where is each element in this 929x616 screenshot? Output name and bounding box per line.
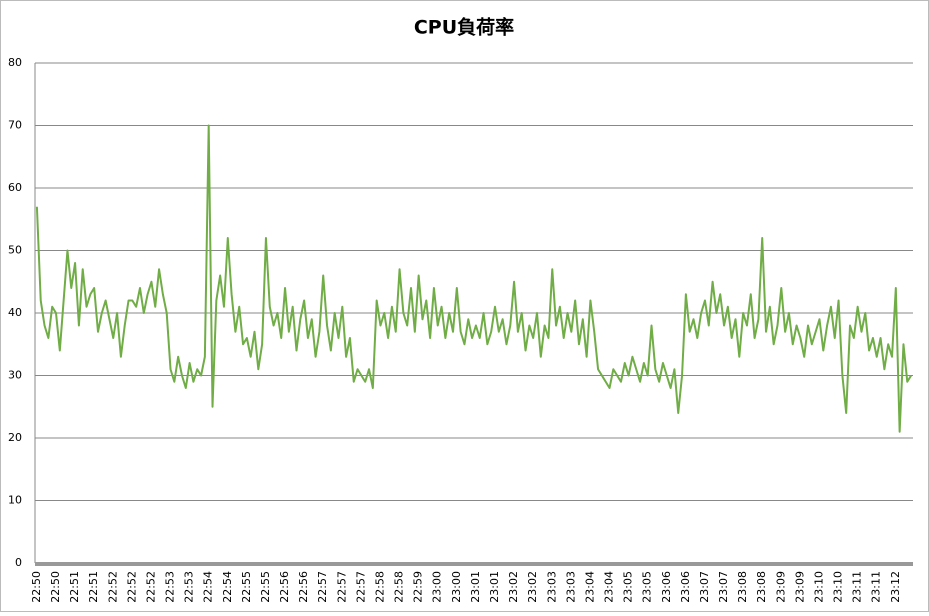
x-tick-label: 22:54 [221, 571, 234, 603]
x-tick-label: 23:10 [812, 571, 825, 603]
x-tick-label: 23:05 [641, 571, 654, 603]
x-tick-label: 22:57 [316, 571, 329, 603]
data-line [35, 124, 912, 433]
x-tick-label: 22:52 [144, 571, 157, 603]
x-tick-label: 23:02 [526, 571, 539, 603]
x-tick-label: 22:55 [240, 571, 253, 603]
x-tick-label: 23:04 [603, 571, 616, 603]
x-tick-label: 23:07 [698, 571, 711, 603]
x-tick-label: 23:03 [564, 571, 577, 603]
y-tick-label: 50 [8, 244, 22, 257]
x-tick-label: 22:51 [87, 571, 100, 603]
x-tick-label: 23:08 [736, 571, 749, 603]
x-tick-label: 22:54 [202, 571, 215, 603]
x-tick-label: 22:57 [335, 571, 348, 603]
x-tick-label: 23:04 [583, 571, 596, 603]
x-tick-label: 23:00 [450, 571, 463, 603]
x-tick-label: 23:08 [755, 571, 768, 603]
x-tick-label: 22:50 [30, 571, 43, 603]
x-tick-label: 22:58 [393, 571, 406, 603]
y-tick-label: 10 [8, 494, 22, 507]
x-tick-label: 22:51 [68, 571, 81, 603]
x-tick-label: 23:11 [851, 571, 864, 603]
y-tick-label: 40 [8, 306, 22, 319]
y-tick-label: 60 [8, 181, 22, 194]
x-tick-label: 22:57 [354, 571, 367, 603]
x-tick-label: 23:12 [889, 571, 902, 603]
x-tick-label: 23:10 [832, 571, 845, 603]
x-tick-label: 23:01 [469, 571, 482, 603]
x-tick-label: 23:09 [793, 571, 806, 603]
y-tick-label: 20 [8, 431, 22, 444]
x-tick-label: 23:06 [660, 571, 673, 603]
x-tick-label: 22:56 [297, 571, 310, 603]
x-tick-label: 22:59 [412, 571, 425, 603]
x-tick-label: 22:53 [183, 571, 196, 603]
chart-title: CPU負荷率 [414, 16, 514, 39]
x-tick-label: 23:11 [870, 571, 883, 603]
y-tick-label: 30 [8, 369, 22, 382]
x-tick-label: 23:05 [622, 571, 635, 603]
x-tick-label: 22:53 [164, 571, 177, 603]
x-tick-label: 23:02 [507, 571, 520, 603]
x-tick-label: 23:01 [488, 571, 501, 603]
x-tick-label: 23:07 [717, 571, 730, 603]
x-tick-label: 22:50 [49, 571, 62, 603]
x-tick-label: 23:09 [774, 571, 787, 603]
x-tick-label: 22:52 [125, 571, 138, 603]
y-tick-label: 70 [8, 119, 22, 132]
x-tick-label: 22:55 [259, 571, 272, 603]
x-tick-label: 22:52 [106, 571, 119, 603]
y-tick-label: 80 [8, 56, 22, 69]
x-tick-label: 22:56 [278, 571, 291, 603]
x-tick-label: 23:00 [431, 571, 444, 603]
x-tick-label: 22:58 [373, 571, 386, 603]
x-tick-label: 23:03 [545, 571, 558, 603]
x-tick-label: 23:06 [679, 571, 692, 603]
y-tick-label: 0 [15, 556, 22, 569]
